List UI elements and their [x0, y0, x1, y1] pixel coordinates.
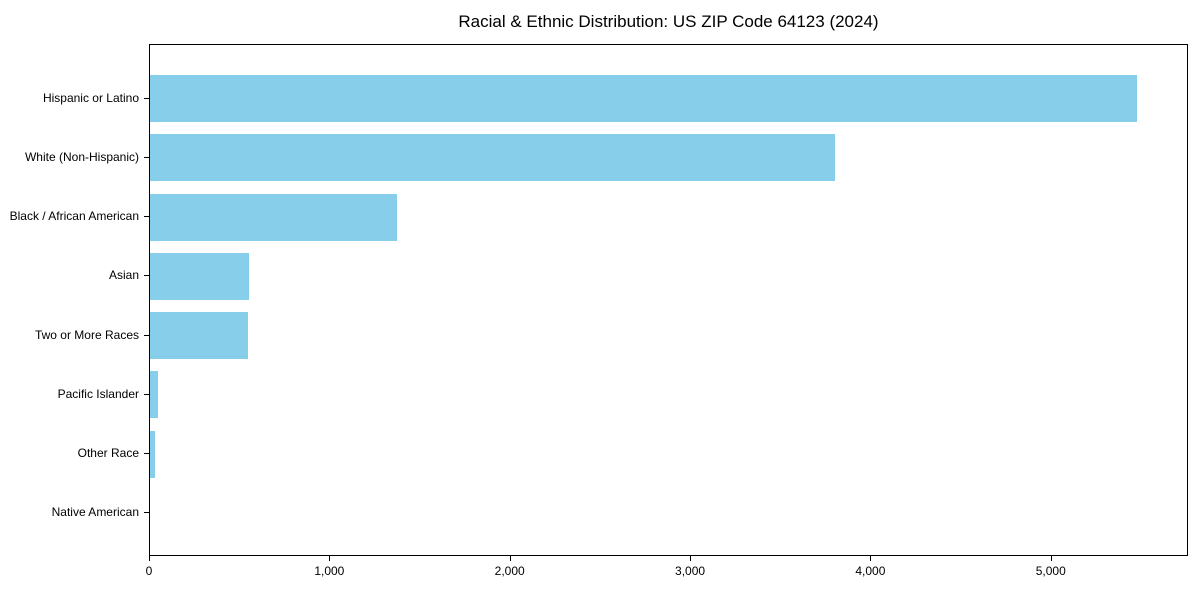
y-tick-mark [144, 393, 149, 395]
x-tick-mark [870, 556, 872, 561]
y-tick-label: Pacific Islander [57, 386, 139, 401]
bar [150, 430, 156, 478]
plot-area [149, 44, 1188, 556]
y-tick-mark [144, 512, 149, 514]
bar [150, 193, 398, 241]
bar [150, 312, 249, 360]
x-tick-label: 5,000 [1035, 564, 1066, 578]
bar [150, 75, 1138, 123]
y-tick-mark [144, 156, 149, 158]
y-tick-label: Asian [108, 268, 139, 283]
x-tick-label: 3,000 [675, 564, 706, 578]
x-tick-label: 0 [145, 564, 153, 578]
chart-title: Racial & Ethnic Distribution: US ZIP Cod… [458, 12, 879, 31]
y-tick-mark [144, 275, 149, 277]
y-tick-label: Black / African American [9, 209, 139, 224]
x-tick-label: 1,000 [314, 564, 345, 578]
y-tick-mark [144, 453, 149, 455]
x-tick-mark [329, 556, 331, 561]
y-tick-label: Two or More Races [34, 327, 139, 342]
x-tick-label: 4,000 [855, 564, 886, 578]
y-tick-label: White (Non-Hispanic) [24, 149, 139, 164]
y-tick-mark [144, 216, 149, 218]
bar [150, 371, 159, 419]
y-tick-label: Hispanic or Latino [42, 90, 139, 105]
bar [150, 252, 250, 300]
bar [150, 134, 836, 182]
x-tick-mark [149, 556, 150, 561]
x-tick-mark [690, 556, 692, 561]
x-tick-mark [1050, 556, 1052, 561]
y-tick-mark [144, 334, 149, 336]
x-tick-label: 2,000 [494, 564, 525, 578]
y-tick-label: Other Race [77, 446, 139, 461]
x-tick-mark [509, 556, 511, 561]
y-tick-label: Native American [51, 505, 139, 520]
y-tick-mark [144, 97, 149, 99]
